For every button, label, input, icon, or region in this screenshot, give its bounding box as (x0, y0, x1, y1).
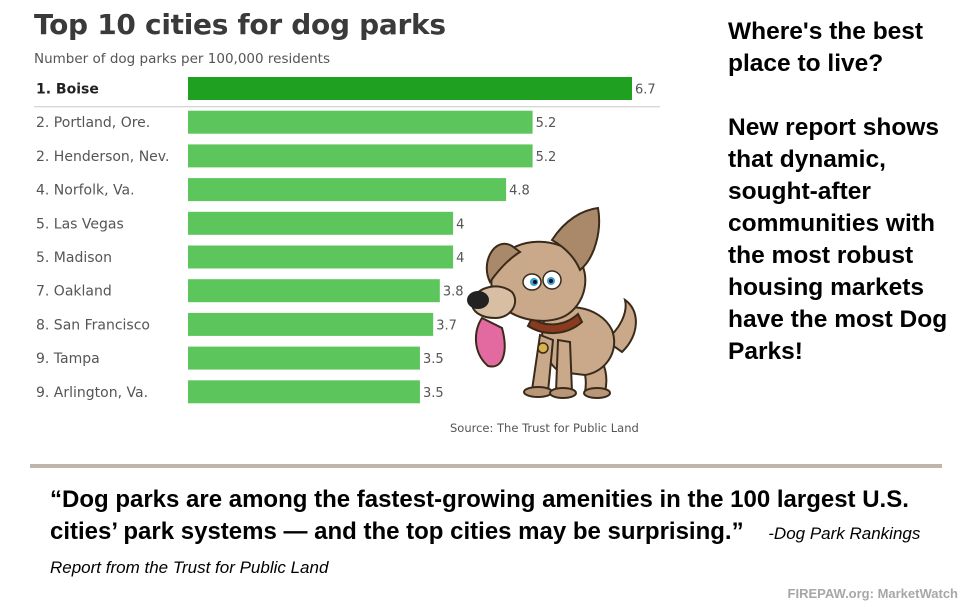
category-label: 7. Oakland (36, 284, 112, 300)
side-question: Where's the best place to live? (728, 18, 924, 77)
value-label: 4 (456, 251, 464, 266)
category-label: 5. Las Vegas (36, 216, 124, 232)
value-label: 3.5 (423, 386, 444, 401)
chart-title: Top 10 cities for dog parks (34, 8, 446, 41)
value-label: 3.7 (436, 318, 457, 333)
quote-attribution: -Dog Park Rankings Report from the Trust… (50, 524, 921, 577)
credit: FIREPAW.org: MarketWatch (787, 586, 958, 601)
value-label: 6.7 (635, 83, 656, 98)
category-label: 1. Boise (36, 82, 99, 98)
value-label: 5.2 (536, 116, 557, 131)
value-label: 5.2 (536, 150, 557, 165)
quote: “Dog parks are among the fastest-growing… (50, 484, 950, 584)
bar (188, 279, 440, 303)
category-label: 9. Tampa (36, 351, 100, 367)
bar (188, 211, 454, 235)
category-label: 9. Arlington, Va. (36, 385, 148, 401)
side-panel: Where's the best place to live? New repo… (728, 16, 964, 368)
category-label: 5. Madison (36, 250, 112, 266)
bar (188, 380, 420, 404)
bar (188, 346, 420, 370)
bar (188, 312, 434, 336)
category-label: 4. Norfolk, Va. (36, 183, 135, 199)
value-label: 3.5 (423, 352, 444, 367)
divider (30, 464, 942, 468)
bar-chart: 1. Boise 6.7 2. Portland, Ore. 5.2 2. Hender… (34, 77, 660, 404)
chart-source: Source: The Trust for Public Land (450, 421, 639, 435)
bar (188, 77, 632, 100)
bar (188, 178, 507, 202)
category-label: 8. San Francisco (36, 317, 150, 333)
side-body: New report shows that dynamic, sought-af… (728, 114, 948, 365)
chart-subtitle: Number of dog parks per 100,000 resident… (34, 51, 330, 67)
value-label: 4.8 (509, 184, 530, 199)
quote-text: “Dog parks are among the fastest-growing… (50, 486, 909, 545)
bar (188, 144, 533, 168)
value-label: 4 (456, 217, 464, 232)
category-label: 2. Henderson, Nev. (36, 149, 169, 165)
bar (188, 245, 454, 269)
category-label: 2. Portland, Ore. (36, 115, 150, 131)
bar (188, 110, 533, 134)
value-label: 3.8 (443, 285, 464, 300)
